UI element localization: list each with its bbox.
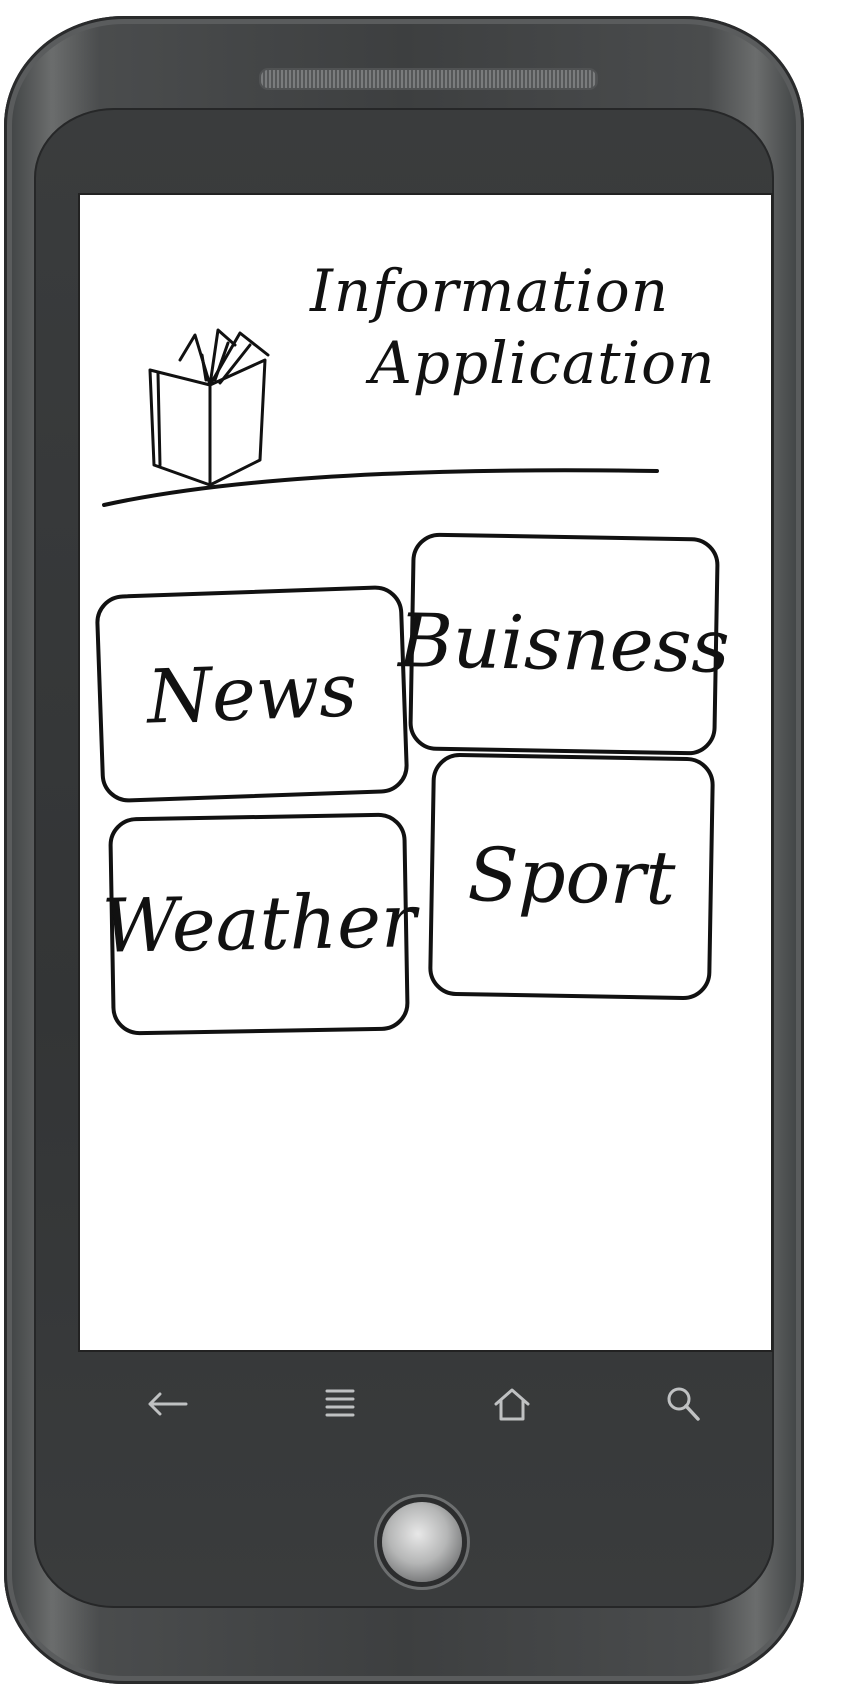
app-title: Information Application bbox=[310, 255, 716, 399]
business-tile-button[interactable]: Buisness bbox=[398, 532, 730, 756]
home-icon bbox=[494, 1388, 530, 1421]
sport-tile-label: Sport bbox=[466, 831, 677, 922]
news-tile-button[interactable]: News bbox=[94, 584, 410, 804]
menu-button[interactable] bbox=[310, 1374, 370, 1434]
search-icon bbox=[667, 1387, 700, 1421]
weather-tile-button[interactable]: Weather bbox=[101, 812, 417, 1036]
back-button[interactable] bbox=[138, 1374, 198, 1434]
sport-tile-button[interactable]: Sport bbox=[427, 752, 716, 1001]
title-line-1: Information bbox=[310, 257, 670, 325]
search-button[interactable] bbox=[653, 1374, 713, 1434]
home-button[interactable] bbox=[482, 1374, 542, 1434]
header-divider bbox=[102, 468, 659, 507]
back-arrow-icon bbox=[148, 1392, 188, 1416]
menu-icon bbox=[325, 1389, 355, 1417]
business-tile-label: Buisness bbox=[397, 598, 731, 690]
book-logo-icon bbox=[148, 328, 270, 487]
app-screen: Information Application News Buisness We… bbox=[78, 193, 773, 1352]
title-line-2: Application bbox=[370, 329, 716, 397]
news-tile-label: News bbox=[145, 647, 359, 741]
trackball-button[interactable] bbox=[382, 1502, 462, 1582]
weather-tile-label: Weather bbox=[101, 878, 417, 970]
earpiece-speaker bbox=[259, 68, 598, 90]
system-navigation-bar bbox=[78, 1352, 769, 1447]
